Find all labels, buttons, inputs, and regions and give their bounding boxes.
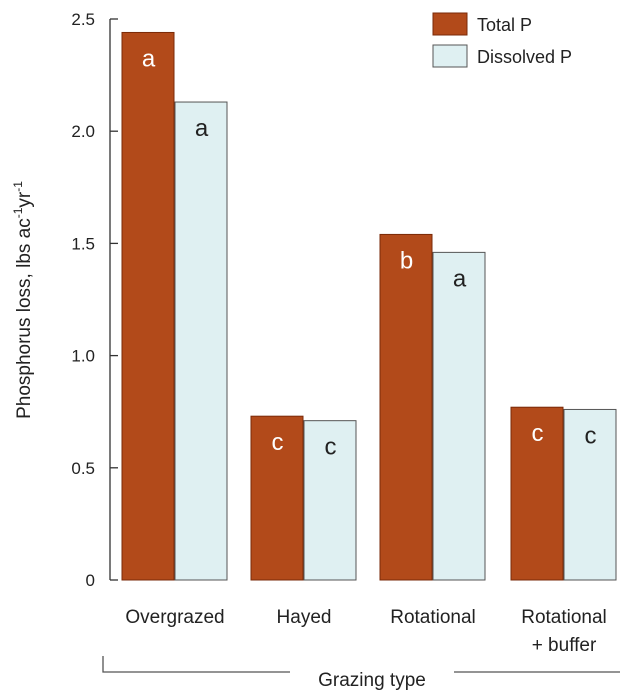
legend-label: Total P bbox=[477, 15, 532, 35]
y-tick-label: 2.0 bbox=[71, 122, 95, 141]
y-tick-label: 0.5 bbox=[71, 459, 95, 478]
bar-significance-letter: c bbox=[272, 429, 284, 456]
y-axis-title: Phosphorus loss, lbs ac-1yr-1 bbox=[11, 181, 35, 419]
x-category-label: Rotational bbox=[521, 607, 607, 628]
y-axis-title-sup1: -1 bbox=[11, 207, 25, 218]
bar-significance-letter: b bbox=[400, 247, 413, 274]
x-category-label: Hayed bbox=[277, 607, 332, 628]
x-category-label: Rotational bbox=[390, 607, 476, 628]
x-axis-title: Grazing type bbox=[318, 670, 426, 691]
bars: a a c c b a c c bbox=[121, 31, 617, 581]
bar-dissolved-p bbox=[303, 420, 357, 581]
bar-total-p bbox=[250, 415, 304, 581]
bar-significance-letter: a bbox=[142, 45, 156, 72]
legend: Total P Dissolved P bbox=[432, 12, 572, 68]
y-tick-label: 1.5 bbox=[71, 234, 95, 253]
y-axis-title-mid: yr bbox=[14, 191, 35, 208]
y-tick-label: 2.5 bbox=[71, 10, 95, 29]
bar-total-p bbox=[121, 31, 175, 581]
bar-dissolved-p bbox=[432, 251, 486, 581]
bar-dissolved-p bbox=[174, 101, 228, 581]
bar-total-p bbox=[379, 233, 433, 581]
x-axis: Overgrazed Hayed Rotational Rotational + buf… bbox=[125, 607, 606, 656]
bar-significance-letter: c bbox=[585, 422, 597, 449]
bar-significance-letter: c bbox=[532, 420, 544, 447]
bar-significance-letter: a bbox=[453, 265, 467, 292]
bar-dissolved-p bbox=[563, 408, 617, 581]
legend-swatch bbox=[432, 44, 468, 68]
legend-swatch bbox=[432, 12, 468, 36]
bar-total-p bbox=[510, 406, 564, 581]
legend-label: Dissolved P bbox=[477, 47, 572, 67]
x-category-label: Overgrazed bbox=[125, 607, 224, 628]
bar-significance-letter: c bbox=[325, 434, 337, 461]
y-axis: 0 0.5 1.0 1.5 2.0 2.5 bbox=[71, 10, 118, 590]
y-tick-label: 0 bbox=[86, 571, 95, 590]
y-axis-title-sup2: -1 bbox=[11, 181, 25, 192]
x-axis-bracket bbox=[102, 656, 620, 673]
y-tick-label: 1.0 bbox=[71, 347, 95, 366]
x-category-label: + buffer bbox=[532, 635, 597, 656]
bar-significance-letter: a bbox=[195, 115, 209, 142]
